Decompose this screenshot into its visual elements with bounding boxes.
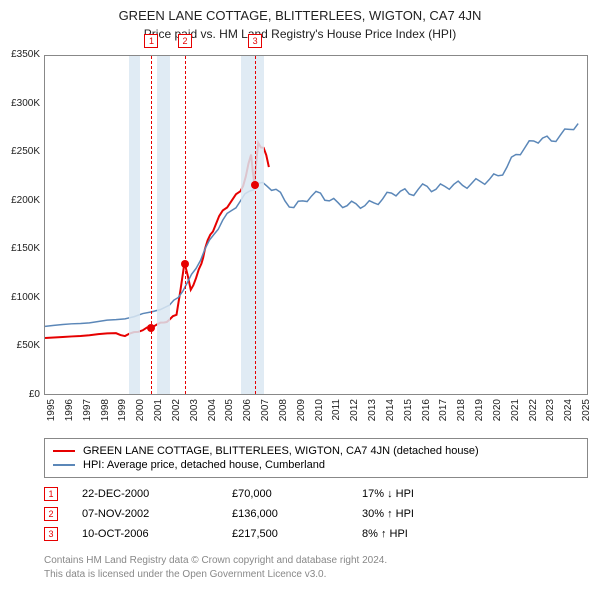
legend-swatch <box>53 464 75 466</box>
legend-label: GREEN LANE COTTAGE, BLITTERLEES, WIGTON,… <box>83 445 479 457</box>
sale-vline <box>255 56 256 394</box>
plot-area: 123 <box>44 55 588 395</box>
x-tick-label: 2023 <box>545 399 556 429</box>
sale-vline <box>185 56 186 394</box>
sale-delta: 17% ↓ HPI <box>362 488 482 500</box>
sales-table: 1 22-DEC-2000£70,00017% ↓ HPI 2 07-NOV-2002… <box>44 484 588 544</box>
highlight-band <box>241 56 264 394</box>
x-tick-label: 2018 <box>456 399 467 429</box>
highlight-band <box>129 56 140 394</box>
sale-marker-1: 1 <box>144 34 158 48</box>
footnote-line1: Contains HM Land Registry data © Crown c… <box>44 554 588 568</box>
x-tick-label: 2013 <box>367 399 378 429</box>
y-tick-label: £150K <box>0 243 40 254</box>
x-tick-label: 2025 <box>581 399 592 429</box>
legend-item: HPI: Average price, detached house, Cumb… <box>53 458 579 472</box>
x-tick-label: 1998 <box>100 399 111 429</box>
x-tick-label: 2003 <box>189 399 200 429</box>
x-tick-label: 2022 <box>528 399 539 429</box>
x-tick-label: 1996 <box>64 399 75 429</box>
sale-delta: 30% ↑ HPI <box>362 508 482 520</box>
y-tick-label: £50K <box>0 340 40 351</box>
x-tick-label: 1999 <box>117 399 128 429</box>
sale-price: £70,000 <box>232 488 362 500</box>
highlight-band <box>157 56 169 394</box>
footnote-line2: This data is licensed under the Open Gov… <box>44 568 588 582</box>
x-tick-label: 2021 <box>510 399 521 429</box>
sale-marker-box: 3 <box>44 527 58 541</box>
sale-marker-box: 1 <box>44 487 58 501</box>
x-tick-label: 2009 <box>296 399 307 429</box>
sale-row: 3 10-OCT-2006£217,5008% ↑ HPI <box>44 524 588 544</box>
x-tick-label: 2007 <box>260 399 271 429</box>
sale-price: £136,000 <box>232 508 362 520</box>
x-tick-label: 2016 <box>421 399 432 429</box>
x-tick-label: 2008 <box>278 399 289 429</box>
sale-row: 1 22-DEC-2000£70,00017% ↓ HPI <box>44 484 588 504</box>
x-tick-label: 2012 <box>349 399 360 429</box>
x-tick-label: 1997 <box>82 399 93 429</box>
sale-date: 07-NOV-2002 <box>82 508 232 520</box>
y-tick-label: £100K <box>0 292 40 303</box>
sale-delta: 8% ↑ HPI <box>362 528 482 540</box>
y-tick-label: £350K <box>0 49 40 60</box>
sale-dot <box>251 181 259 189</box>
x-tick-label: 2024 <box>563 399 574 429</box>
sale-marker-3: 3 <box>248 34 262 48</box>
chart-container: GREEN LANE COTTAGE, BLITTERLEES, WIGTON,… <box>0 0 600 590</box>
sale-vline <box>151 56 152 394</box>
sale-marker-box: 2 <box>44 507 58 521</box>
sale-date: 10-OCT-2006 <box>82 528 232 540</box>
x-tick-label: 2015 <box>403 399 414 429</box>
x-tick-label: 2014 <box>385 399 396 429</box>
sale-price: £217,500 <box>232 528 362 540</box>
x-tick-label: 1995 <box>46 399 57 429</box>
sale-date: 22-DEC-2000 <box>82 488 232 500</box>
legend: GREEN LANE COTTAGE, BLITTERLEES, WIGTON,… <box>44 438 588 478</box>
x-tick-label: 2006 <box>242 399 253 429</box>
legend-label: HPI: Average price, detached house, Cumb… <box>83 459 325 471</box>
legend-item: GREEN LANE COTTAGE, BLITTERLEES, WIGTON,… <box>53 444 579 458</box>
y-tick-label: £250K <box>0 146 40 157</box>
y-tick-label: £0 <box>0 389 40 400</box>
x-tick-label: 2004 <box>207 399 218 429</box>
chart-svg <box>45 56 587 394</box>
chart-subtitle: Price paid vs. HM Land Registry's House … <box>0 23 600 49</box>
x-tick-label: 2001 <box>153 399 164 429</box>
x-tick-label: 2019 <box>474 399 485 429</box>
x-tick-label: 2000 <box>135 399 146 429</box>
chart-title: GREEN LANE COTTAGE, BLITTERLEES, WIGTON,… <box>0 0 600 23</box>
legend-swatch <box>53 450 75 452</box>
x-tick-label: 2002 <box>171 399 182 429</box>
x-tick-label: 2005 <box>224 399 235 429</box>
y-tick-label: £300K <box>0 98 40 109</box>
footnote: Contains HM Land Registry data © Crown c… <box>44 554 588 581</box>
sale-dot <box>181 260 189 268</box>
y-tick-label: £200K <box>0 195 40 206</box>
x-tick-label: 2011 <box>331 399 342 429</box>
sale-dot <box>147 324 155 332</box>
series-hpi <box>45 124 578 327</box>
x-tick-label: 2020 <box>492 399 503 429</box>
sale-marker-2: 2 <box>178 34 192 48</box>
x-tick-label: 2017 <box>438 399 449 429</box>
x-tick-label: 2010 <box>314 399 325 429</box>
sale-row: 2 07-NOV-2002£136,00030% ↑ HPI <box>44 504 588 524</box>
